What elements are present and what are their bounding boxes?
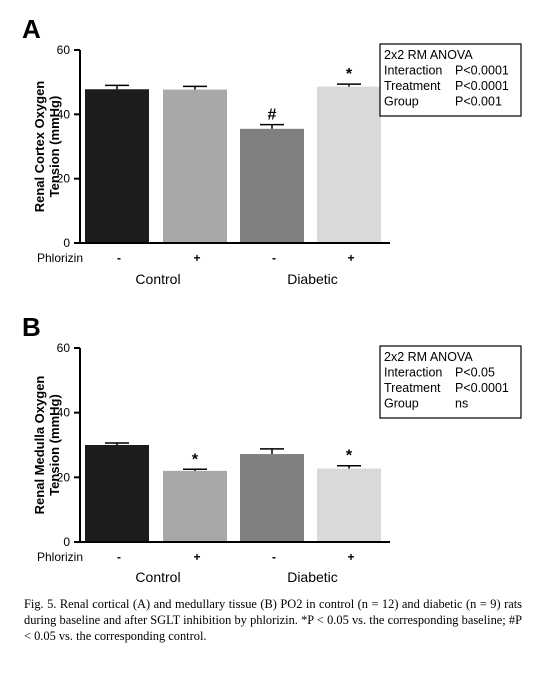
stats-box-term: 2x2 RM ANOVA — [384, 350, 473, 364]
significance-marker: # — [268, 107, 277, 124]
stats-box-value: P<0.0001 — [455, 381, 509, 395]
figure-caption: Fig. 5. Renal cortical (A) and medullary… — [24, 597, 522, 643]
y-tick-label: 0 — [63, 535, 70, 549]
y-tick-label: 60 — [57, 43, 71, 57]
y-tick-label: 0 — [63, 236, 70, 250]
bar — [85, 445, 149, 542]
stats-box-term: Interaction — [384, 64, 442, 78]
y-tick-label: 20 — [57, 470, 71, 484]
stats-box-term: Treatment — [384, 381, 441, 395]
phlorizin-sign: + — [347, 550, 354, 564]
bar — [240, 128, 304, 243]
stats-box-value: P<0.0001 — [455, 79, 509, 93]
phlorizin-sign: - — [272, 251, 276, 265]
stats-box — [379, 43, 522, 117]
phlorizin-sign: + — [193, 550, 200, 564]
bar — [317, 468, 381, 542]
group-label: Control — [135, 271, 180, 287]
y-axis-label-line2: Tension (mmHg) — [47, 96, 62, 198]
stats-box-value: ns — [455, 397, 468, 411]
stats-box-value: P<0.0001 — [455, 64, 509, 78]
y-axis-label-line1: Renal Cortex Oxygen — [32, 81, 47, 213]
phlorizin-sign: + — [347, 251, 354, 265]
group-label: Diabetic — [287, 569, 338, 585]
phlorizin-row-label: Phlorizin — [37, 550, 83, 564]
y-tick-label: 40 — [57, 107, 71, 121]
y-tick-label: 60 — [57, 341, 71, 355]
group-label: Control — [135, 569, 180, 585]
phlorizin-sign: - — [272, 550, 276, 564]
bar — [163, 89, 227, 243]
phlorizin-row-label: Phlorizin — [37, 251, 83, 265]
significance-marker: * — [346, 66, 353, 83]
stats-box — [379, 345, 522, 419]
bar — [163, 470, 227, 542]
y-axis-label-line1: Renal Medulla Oxygen — [32, 376, 47, 515]
bar — [317, 86, 381, 243]
significance-marker: * — [346, 448, 353, 465]
y-tick-label: 40 — [57, 406, 71, 420]
y-tick-label: 20 — [57, 172, 71, 186]
stats-box-term: Group — [384, 95, 419, 109]
bar — [240, 454, 304, 542]
phlorizin-sign: - — [117, 251, 121, 265]
phlorizin-sign: - — [117, 550, 121, 564]
panel-letter: B — [22, 312, 41, 342]
y-axis-label-line2: Tension (mmHg) — [47, 394, 62, 496]
stats-box-term: Interaction — [384, 366, 442, 380]
phlorizin-sign: + — [193, 251, 200, 265]
stats-box-value: P<0.05 — [455, 366, 495, 380]
stats-box-term: Group — [384, 397, 419, 411]
group-label: Diabetic — [287, 271, 338, 287]
significance-marker: * — [192, 451, 199, 468]
bar — [85, 89, 149, 243]
panel-letter: A — [22, 14, 41, 44]
stats-box-term: Treatment — [384, 79, 441, 93]
stats-box-value: P<0.001 — [455, 95, 502, 109]
stats-box-term: 2x2 RM ANOVA — [384, 48, 473, 62]
